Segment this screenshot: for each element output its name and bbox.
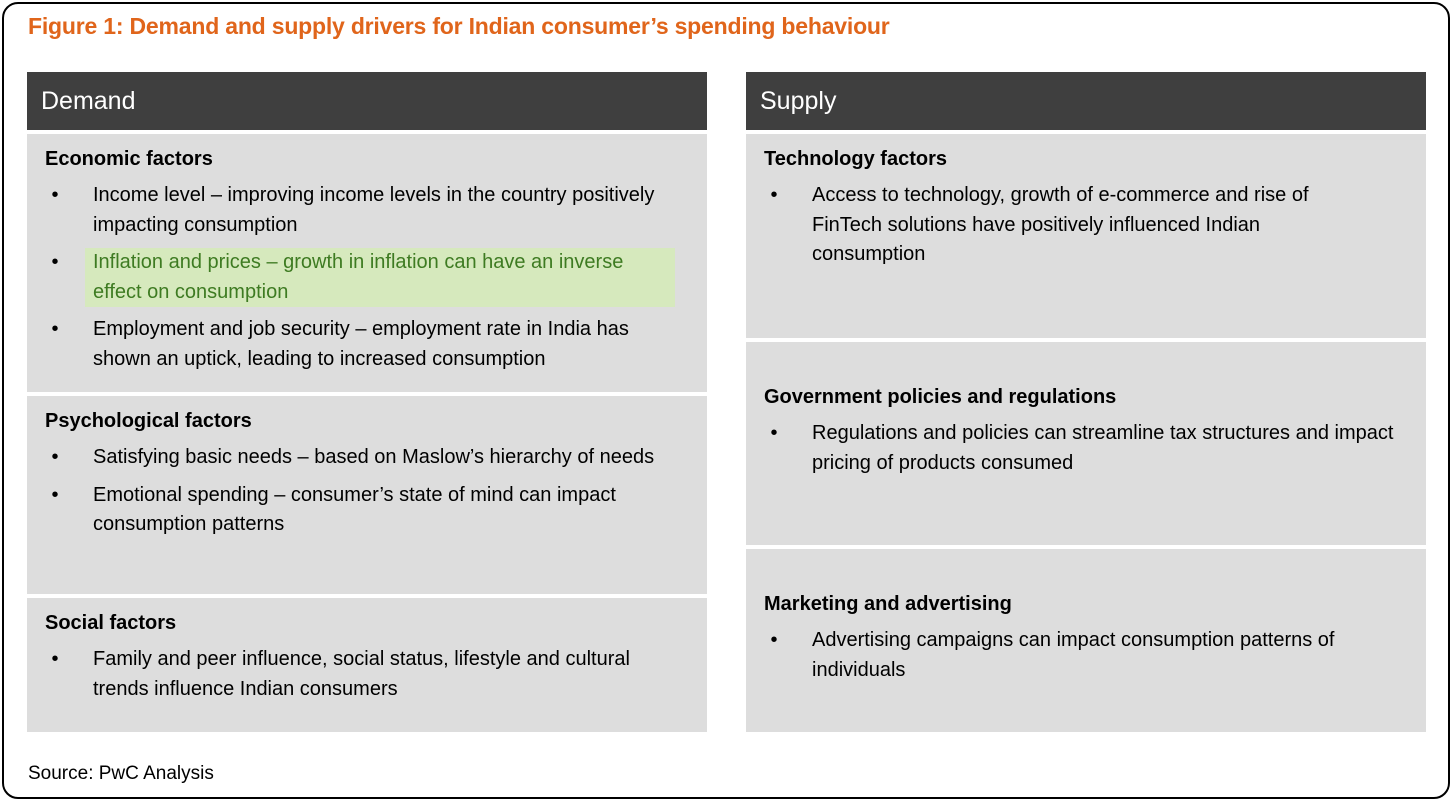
bullet-item: • Regulations and policies can streamlin… [764, 419, 1408, 478]
bullet-text: Emotional spending – consumer’s state of… [93, 483, 616, 536]
bullet-item: • Emotional spending – consumer’s state … [45, 481, 689, 540]
section-economic-factors: Economic factors • Income level – improv… [27, 134, 707, 392]
bullet-icon: • [51, 446, 59, 468]
bullet-item: • Satisfying basic needs – based on Masl… [45, 443, 689, 473]
bullet-icon: • [51, 318, 59, 340]
supply-column: Supply Technology factors • Access to te… [746, 72, 1426, 732]
bullet-text: Access to technology, growth of e-commer… [812, 184, 1309, 265]
bullet-text: Advertising campaigns can impact consump… [812, 629, 1335, 681]
bullet-text: Income level – improving income levels i… [93, 184, 655, 236]
supply-header: Supply [746, 72, 1426, 130]
bullet-item: • Access to technology, growth of e-comm… [764, 181, 1408, 270]
section-title: Technology factors [764, 148, 947, 170]
bullet-icon: • [51, 251, 59, 273]
section-title: Psychological factors [45, 410, 252, 432]
bullet-text: Family and peer influence, social status… [93, 648, 630, 700]
bullet-text: Satisfying basic needs – based on Maslow… [93, 446, 655, 468]
source-note: Source: PwC Analysis [28, 763, 214, 784]
demand-header: Demand [27, 72, 707, 130]
section-title: Economic factors [45, 148, 213, 170]
figure-title: Figure 1: Demand and supply drivers for … [28, 13, 890, 39]
section-technology-factors: Technology factors • Access to technolog… [746, 134, 1426, 338]
bullet-item: • Advertising campaigns can impact consu… [764, 626, 1408, 685]
section-psychological-factors: Psychological factors • Satisfying basic… [27, 396, 707, 594]
bullet-icon: • [51, 648, 59, 670]
demand-column: Demand Economic factors • Income level –… [27, 72, 707, 732]
bullet-item-highlighted: • Inflation and prices – growth in infla… [45, 248, 689, 307]
bullet-text: Regulations and policies can streamline … [812, 422, 1394, 474]
bullet-icon: • [51, 483, 59, 506]
section-government-policies: Government policies and regulations • Re… [746, 342, 1426, 545]
section-marketing-advertising: Marketing and advertising • Advertising … [746, 549, 1426, 732]
bullet-icon: • [770, 422, 778, 444]
bullet-text: Inflation and prices – growth in inflati… [85, 248, 675, 307]
bullet-icon: • [51, 184, 59, 206]
bullet-item: • Income level – improving income levels… [45, 181, 689, 240]
bullet-text: Employment and job security – employment… [93, 318, 629, 370]
bullet-item: • Family and peer influence, social stat… [45, 645, 689, 704]
section-title: Social factors [45, 612, 177, 634]
section-title: Marketing and advertising [764, 593, 1012, 615]
bullet-icon: • [770, 184, 778, 206]
bullet-icon: • [770, 629, 778, 651]
section-social-factors: Social factors • Family and peer influen… [27, 598, 707, 732]
bullet-item: • Employment and job security – employme… [45, 315, 689, 374]
section-title: Government policies and regulations [764, 386, 1117, 408]
